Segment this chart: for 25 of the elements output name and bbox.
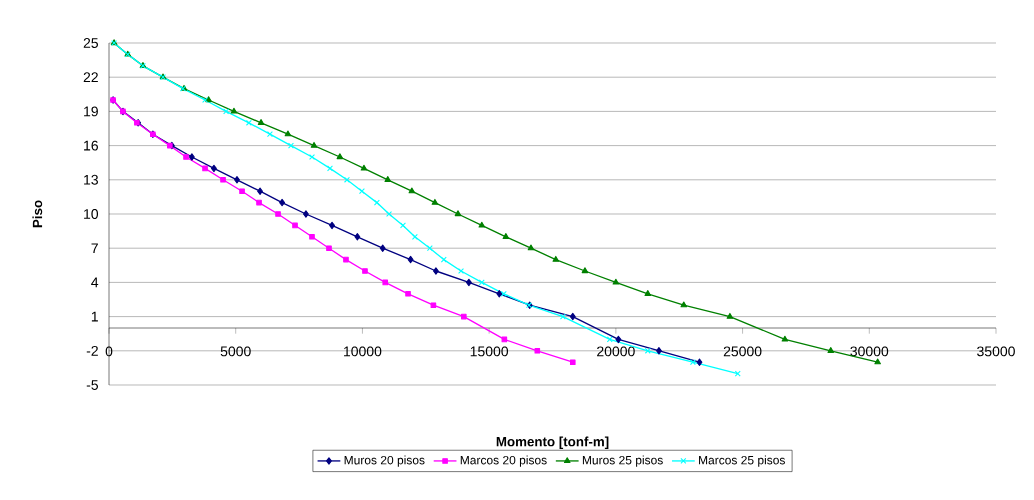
- x-tick-label: 35000: [977, 346, 1015, 357]
- x-tick-label: 15000: [470, 346, 509, 357]
- y-tick-label: 13: [84, 174, 98, 185]
- x-tick-label: 0: [105, 346, 113, 357]
- y-tick-label: 7: [91, 243, 98, 254]
- x-tick-label: 20000: [597, 346, 635, 357]
- legend-label: Muros 25 pisos: [582, 455, 663, 467]
- y-axis-title: Piso: [32, 200, 43, 228]
- x-tick-label: 25000: [723, 346, 762, 357]
- y-tick-label: -2: [86, 345, 98, 356]
- legend-label: Muros 20 pisos: [344, 455, 425, 467]
- y-tick-label: 4: [91, 277, 99, 288]
- y-tick-label: 25: [83, 38, 99, 48]
- x-tick-label: 10000: [344, 346, 382, 357]
- legend-label: Marcos 25 pisos: [699, 455, 785, 467]
- y-tick-label: 19: [84, 106, 98, 117]
- x-tick-label: 30000: [850, 346, 889, 357]
- legend-label: Marcos 20 pisos: [460, 455, 547, 467]
- y-tick-label: 22: [83, 72, 98, 83]
- y-tick-label: 1: [91, 311, 98, 322]
- y-tick-label: -5: [86, 380, 99, 390]
- y-tick-label: 16: [84, 140, 98, 151]
- y-tick-label: 10: [84, 209, 99, 219]
- x-axis-title: Momento [tonf-m]: [496, 436, 609, 449]
- x-tick-label: 5000: [220, 346, 251, 357]
